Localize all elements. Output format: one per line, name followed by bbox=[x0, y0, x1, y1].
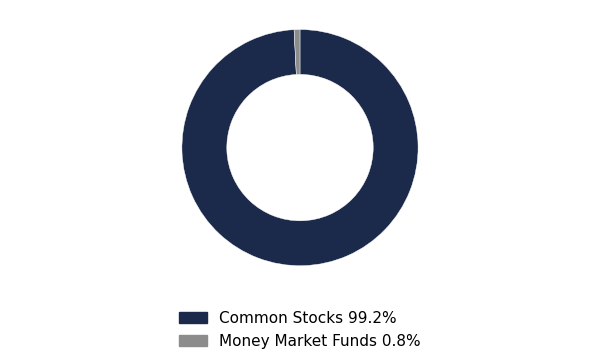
Wedge shape bbox=[182, 30, 418, 266]
Legend: Common Stocks 99.2%, Money Market Funds 0.8%: Common Stocks 99.2%, Money Market Funds … bbox=[179, 311, 421, 349]
Wedge shape bbox=[294, 30, 300, 75]
